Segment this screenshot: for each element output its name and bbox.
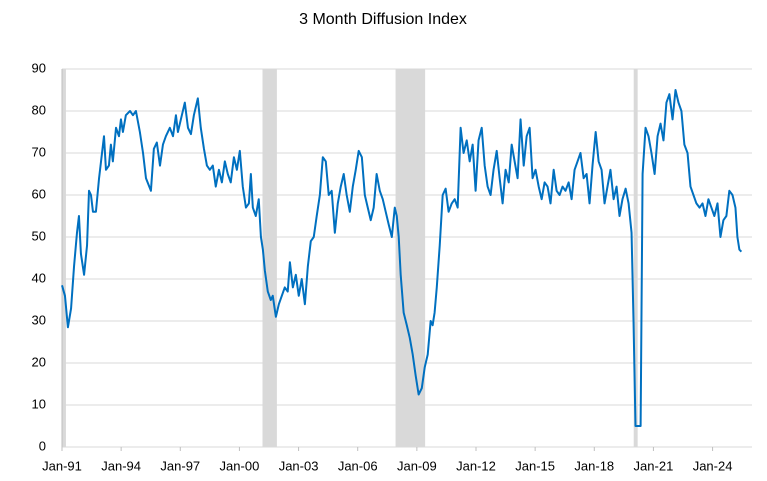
x-tick-label: Jan-94 <box>101 458 141 473</box>
y-tick-label: 30 <box>32 312 46 327</box>
x-tick-label: Jan-00 <box>220 458 260 473</box>
chart-title: 3 Month Diffusion Index <box>299 11 467 28</box>
x-tick-label: Jan-03 <box>279 458 319 473</box>
x-tick-label: Jan-12 <box>456 458 496 473</box>
recession-band <box>262 69 277 447</box>
x-tick-label: Jan-09 <box>397 458 437 473</box>
x-tick-label: Jan-06 <box>338 458 378 473</box>
x-tick-label: Jan-18 <box>574 458 614 473</box>
data-line <box>61 89 743 427</box>
x-tick-label: Jan-21 <box>634 458 674 473</box>
y-tick-label: 10 <box>32 396 46 411</box>
y-tick-label: 80 <box>32 102 46 117</box>
x-tick-label: Jan-15 <box>515 458 555 473</box>
y-tick-label: 50 <box>32 228 46 243</box>
recession-band <box>633 69 638 447</box>
x-tick-label: Jan-24 <box>693 458 733 473</box>
recession-band <box>62 69 66 447</box>
x-tick-label: Jan-97 <box>160 458 200 473</box>
x-tick-label: Jan-91 <box>42 458 82 473</box>
y-tick-label: 20 <box>32 354 46 369</box>
y-tick-label: 60 <box>32 186 46 201</box>
y-tick-label: 0 <box>39 438 46 453</box>
y-tick-label: 40 <box>32 270 46 285</box>
y-tick-label: 70 <box>32 144 46 159</box>
y-tick-label: 90 <box>32 60 46 75</box>
